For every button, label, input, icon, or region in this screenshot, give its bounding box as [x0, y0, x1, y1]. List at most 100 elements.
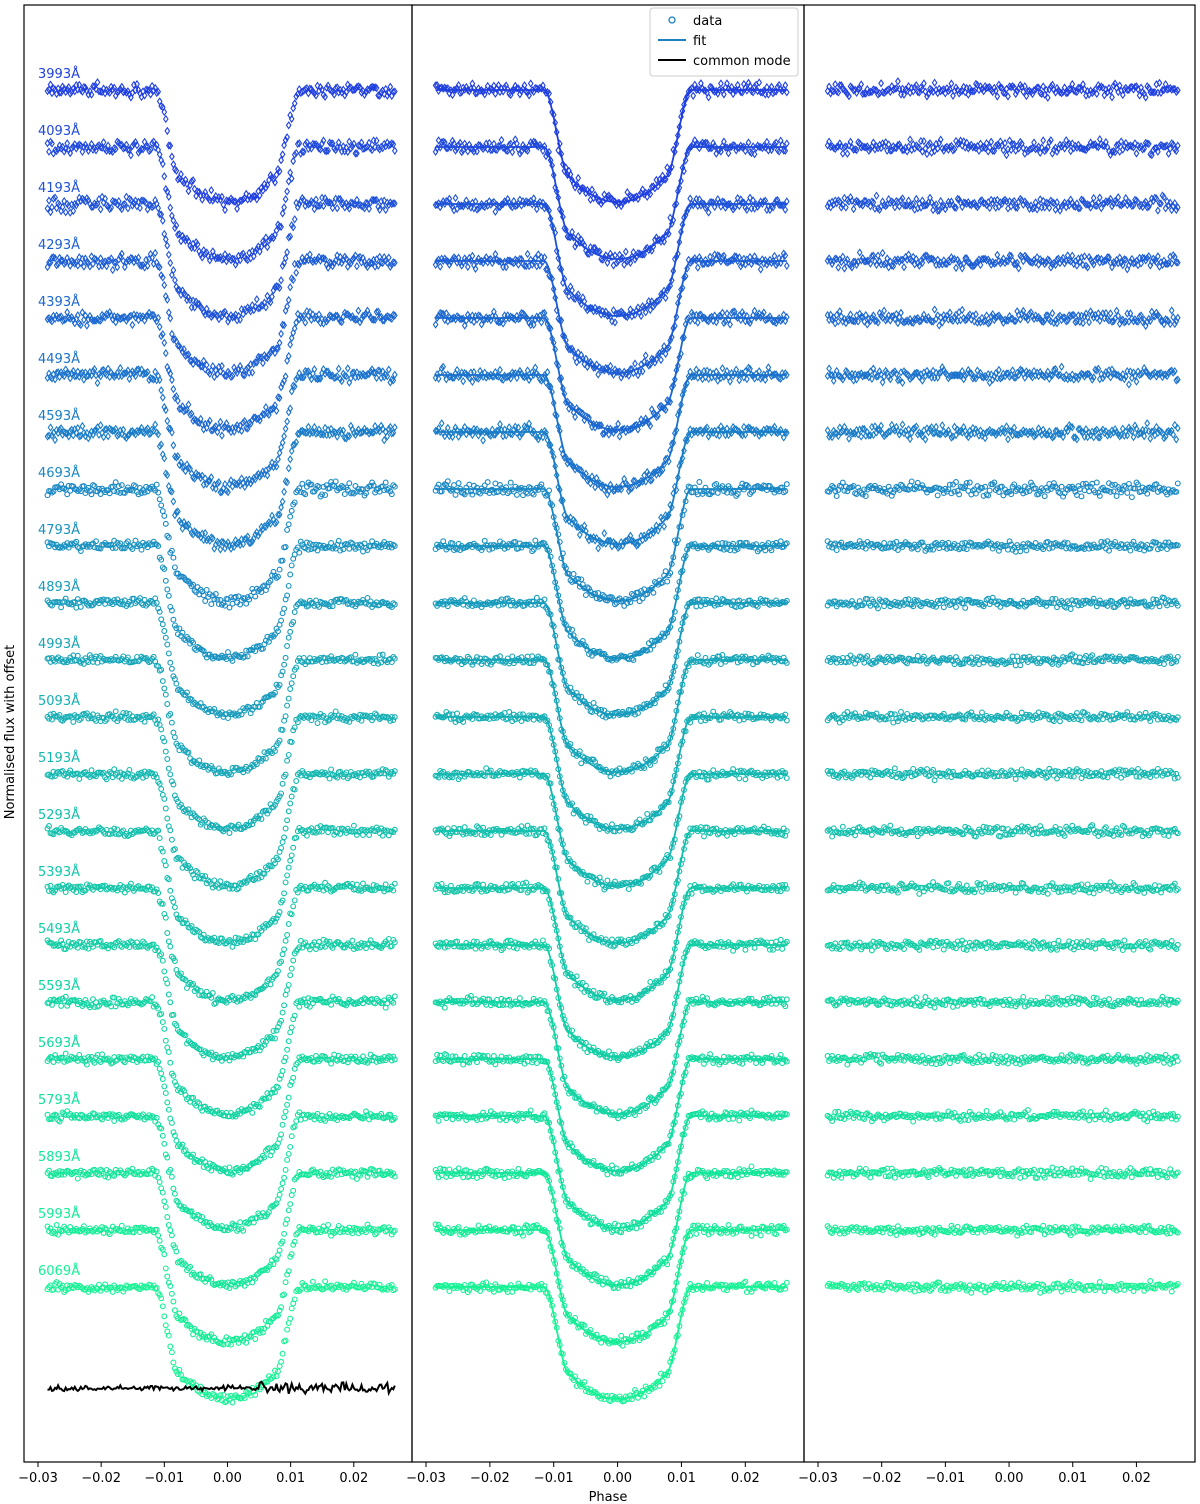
- data-point: [115, 197, 122, 206]
- data-point: [343, 372, 350, 381]
- data-point: [167, 369, 174, 378]
- data-point: [366, 85, 372, 95]
- data-point: [156, 442, 163, 451]
- data-point: [290, 381, 297, 390]
- data-point: [325, 263, 331, 272]
- data-point: [170, 384, 177, 394]
- data-point: [285, 921, 292, 927]
- data-point: [219, 192, 225, 201]
- data-point: [307, 307, 313, 317]
- data-point: [228, 476, 234, 485]
- data-point: [287, 1143, 294, 1150]
- data-point: [76, 80, 83, 90]
- data-point: [390, 258, 397, 267]
- data-point: [167, 771, 174, 778]
- data-point: [346, 83, 353, 93]
- data-point: [296, 260, 303, 270]
- data-point: [65, 432, 72, 441]
- data-point: [250, 413, 257, 422]
- data-point: [197, 414, 204, 424]
- data-point: [300, 427, 307, 436]
- data-point: [208, 473, 215, 482]
- data-point: [58, 88, 64, 97]
- data-point: [279, 951, 286, 958]
- data-point: [61, 196, 68, 206]
- data-point: [385, 312, 392, 322]
- data-point: [62, 208, 69, 217]
- data-point: [209, 534, 216, 543]
- data-point: [310, 428, 316, 437]
- data-point: [203, 586, 210, 593]
- data-point: [162, 1322, 169, 1329]
- data-point: [335, 258, 342, 267]
- data-point: [287, 571, 294, 578]
- data-point: [296, 199, 303, 209]
- data-point: [205, 477, 212, 486]
- data-point: [134, 79, 140, 89]
- data-point: [329, 261, 336, 271]
- data-point: [369, 428, 375, 437]
- data-point: [170, 554, 177, 561]
- data-point: [188, 409, 195, 418]
- data-point: [108, 203, 115, 212]
- data-point: [112, 144, 119, 154]
- data-point: [88, 767, 95, 774]
- data-point: [290, 903, 297, 910]
- data-point: [194, 584, 201, 591]
- data-point: [103, 261, 110, 271]
- data-point: [47, 80, 54, 89]
- data-point: [77, 431, 84, 440]
- data-point: [59, 202, 66, 212]
- data-point: [111, 258, 118, 267]
- data-point: [76, 253, 83, 262]
- data-point: [316, 374, 322, 383]
- data-point: [134, 256, 140, 265]
- data-point: [162, 349, 169, 358]
- data-point: [161, 1313, 168, 1320]
- data-point: [155, 313, 162, 323]
- data-point: [341, 371, 348, 380]
- data-point: [225, 424, 231, 433]
- data-point: [288, 1024, 295, 1031]
- data-point: [302, 85, 309, 94]
- data-point: [76, 432, 83, 441]
- data-point: [200, 356, 207, 366]
- data-point: [316, 201, 322, 211]
- data-point: [238, 426, 245, 436]
- data-point: [155, 262, 162, 271]
- data-point: [167, 203, 174, 212]
- band-label: 3993Å: [38, 66, 80, 82]
- data-point: [194, 240, 201, 249]
- data-point: [216, 253, 222, 263]
- data-point: [313, 91, 319, 100]
- data-point: [199, 362, 206, 371]
- data-point: [351, 254, 357, 263]
- data-point: [308, 374, 315, 384]
- data-point: [156, 1237, 163, 1244]
- data-point: [109, 196, 116, 206]
- data-point: [243, 365, 250, 374]
- data-point: [323, 146, 330, 156]
- data-point: [234, 204, 240, 213]
- data-point: [273, 462, 280, 471]
- data-point: [175, 285, 181, 295]
- data-point: [143, 369, 149, 378]
- data-point: [343, 88, 350, 97]
- data-point: [161, 338, 168, 347]
- data-point: [253, 195, 260, 204]
- data-point: [159, 1132, 166, 1139]
- data-point: [243, 534, 250, 543]
- data-point: [285, 695, 292, 702]
- data-point: [300, 372, 307, 382]
- data-point: [106, 256, 113, 265]
- data-point: [287, 1029, 294, 1036]
- data-point: [194, 358, 201, 368]
- data-point: [273, 406, 280, 415]
- data-point: [276, 222, 283, 231]
- data-point: [279, 1121, 286, 1128]
- data-point: [220, 538, 227, 547]
- data-point: [354, 149, 360, 158]
- data-point: [256, 353, 263, 362]
- data-point: [182, 466, 189, 476]
- data-point: [373, 373, 380, 383]
